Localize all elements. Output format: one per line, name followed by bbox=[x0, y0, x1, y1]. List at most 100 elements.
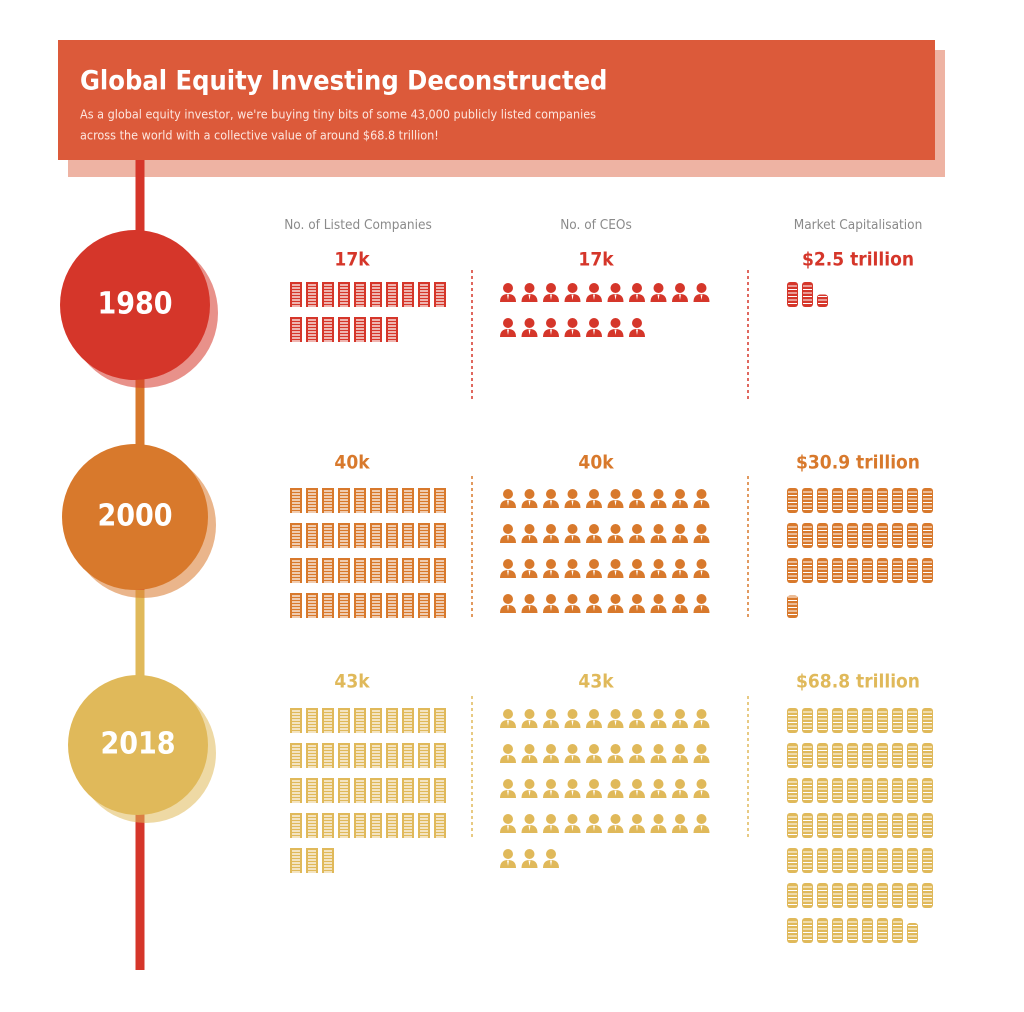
coin-edges bbox=[923, 711, 932, 730]
person-head bbox=[567, 489, 578, 499]
person-head bbox=[503, 779, 513, 789]
coin-stack bbox=[817, 813, 828, 838]
person-icon bbox=[521, 594, 538, 613]
building-icon bbox=[402, 813, 414, 838]
person-head bbox=[632, 559, 642, 569]
coin-stack bbox=[877, 558, 888, 583]
coin-stack bbox=[802, 918, 813, 943]
coin-edges bbox=[848, 711, 857, 730]
building-windows bbox=[308, 850, 316, 873]
coin-edges bbox=[788, 816, 797, 835]
coin-edges bbox=[863, 561, 872, 580]
building-windows bbox=[340, 560, 348, 583]
person-icon bbox=[543, 709, 559, 728]
person-tie bbox=[593, 605, 595, 611]
coin-icon bbox=[877, 558, 888, 583]
building-windows bbox=[340, 710, 348, 733]
building-windows bbox=[308, 815, 316, 838]
building-icon bbox=[306, 743, 318, 768]
person-head bbox=[632, 283, 642, 293]
person-tie bbox=[636, 755, 638, 761]
person-tie bbox=[700, 535, 703, 541]
person-head bbox=[632, 524, 642, 534]
person-icon bbox=[564, 489, 581, 508]
person-tie bbox=[550, 720, 552, 726]
column-header: Market Capitalisation bbox=[794, 217, 923, 233]
person-icon bbox=[607, 779, 624, 798]
coin-stack bbox=[907, 883, 918, 908]
coin-stack bbox=[907, 708, 918, 733]
person-tie bbox=[657, 535, 660, 541]
building-icon bbox=[354, 708, 366, 733]
building-icon bbox=[290, 317, 302, 342]
coin-edges bbox=[833, 886, 842, 905]
person-icon bbox=[543, 814, 559, 833]
person-tie bbox=[614, 535, 617, 541]
coin-icon bbox=[862, 558, 873, 583]
column-header: No. of CEOs bbox=[560, 217, 632, 233]
person-icon bbox=[543, 744, 559, 763]
coin-icon bbox=[817, 488, 828, 513]
person-icon bbox=[650, 814, 667, 833]
building-windows bbox=[308, 490, 316, 513]
coin-icon bbox=[877, 743, 888, 768]
coin-stack bbox=[832, 708, 843, 733]
coin-edges bbox=[863, 526, 872, 545]
person-icon bbox=[650, 709, 667, 728]
person-icon bbox=[693, 594, 710, 613]
coin-edges bbox=[788, 921, 797, 940]
person-tie bbox=[679, 755, 681, 761]
coin-icon bbox=[817, 708, 828, 733]
person-icon bbox=[693, 489, 710, 508]
coin-stack bbox=[862, 918, 873, 943]
person-icon bbox=[521, 489, 538, 508]
value-label: 17k bbox=[578, 249, 614, 271]
building-windows bbox=[324, 780, 332, 803]
person-head bbox=[503, 709, 513, 719]
building-windows bbox=[308, 560, 316, 583]
person-icon bbox=[693, 744, 710, 763]
building-icon bbox=[306, 813, 318, 838]
person-head bbox=[503, 524, 513, 534]
person-head bbox=[524, 559, 535, 569]
person-icon bbox=[543, 283, 559, 302]
coin-edges bbox=[893, 816, 902, 835]
person-tie bbox=[507, 605, 509, 611]
person-tie bbox=[528, 570, 531, 576]
coin-edges bbox=[893, 851, 902, 870]
coin-stack bbox=[892, 708, 903, 733]
building-icon bbox=[434, 523, 446, 548]
person-head bbox=[653, 779, 664, 789]
building-windows bbox=[308, 284, 316, 307]
coin-edges bbox=[908, 781, 917, 800]
coin-edges bbox=[923, 526, 932, 545]
person-tie bbox=[679, 605, 681, 611]
person-icon bbox=[607, 489, 624, 508]
building-windows bbox=[420, 560, 428, 583]
person-head bbox=[524, 709, 535, 719]
person-tie bbox=[528, 500, 531, 506]
value-label: 40k bbox=[578, 452, 614, 474]
person-tie bbox=[571, 500, 574, 506]
coin-icon bbox=[832, 813, 843, 838]
building-icon bbox=[322, 317, 334, 342]
coin-icon bbox=[832, 883, 843, 908]
coin-stack bbox=[922, 778, 933, 803]
coin-icon bbox=[877, 813, 888, 838]
person-tie bbox=[700, 825, 703, 831]
coin-stack bbox=[922, 743, 933, 768]
building-icon bbox=[322, 743, 334, 768]
building-windows bbox=[324, 745, 332, 768]
building-windows bbox=[372, 560, 380, 583]
coin-edges bbox=[788, 526, 797, 545]
coin-edges bbox=[863, 781, 872, 800]
building-icon bbox=[354, 488, 366, 513]
building-windows bbox=[372, 745, 380, 768]
building-windows bbox=[340, 490, 348, 513]
person-tie bbox=[550, 329, 552, 335]
coin-edges bbox=[788, 285, 797, 304]
person-tie bbox=[571, 535, 574, 541]
building-icon bbox=[402, 593, 414, 618]
building-icon bbox=[402, 488, 414, 513]
